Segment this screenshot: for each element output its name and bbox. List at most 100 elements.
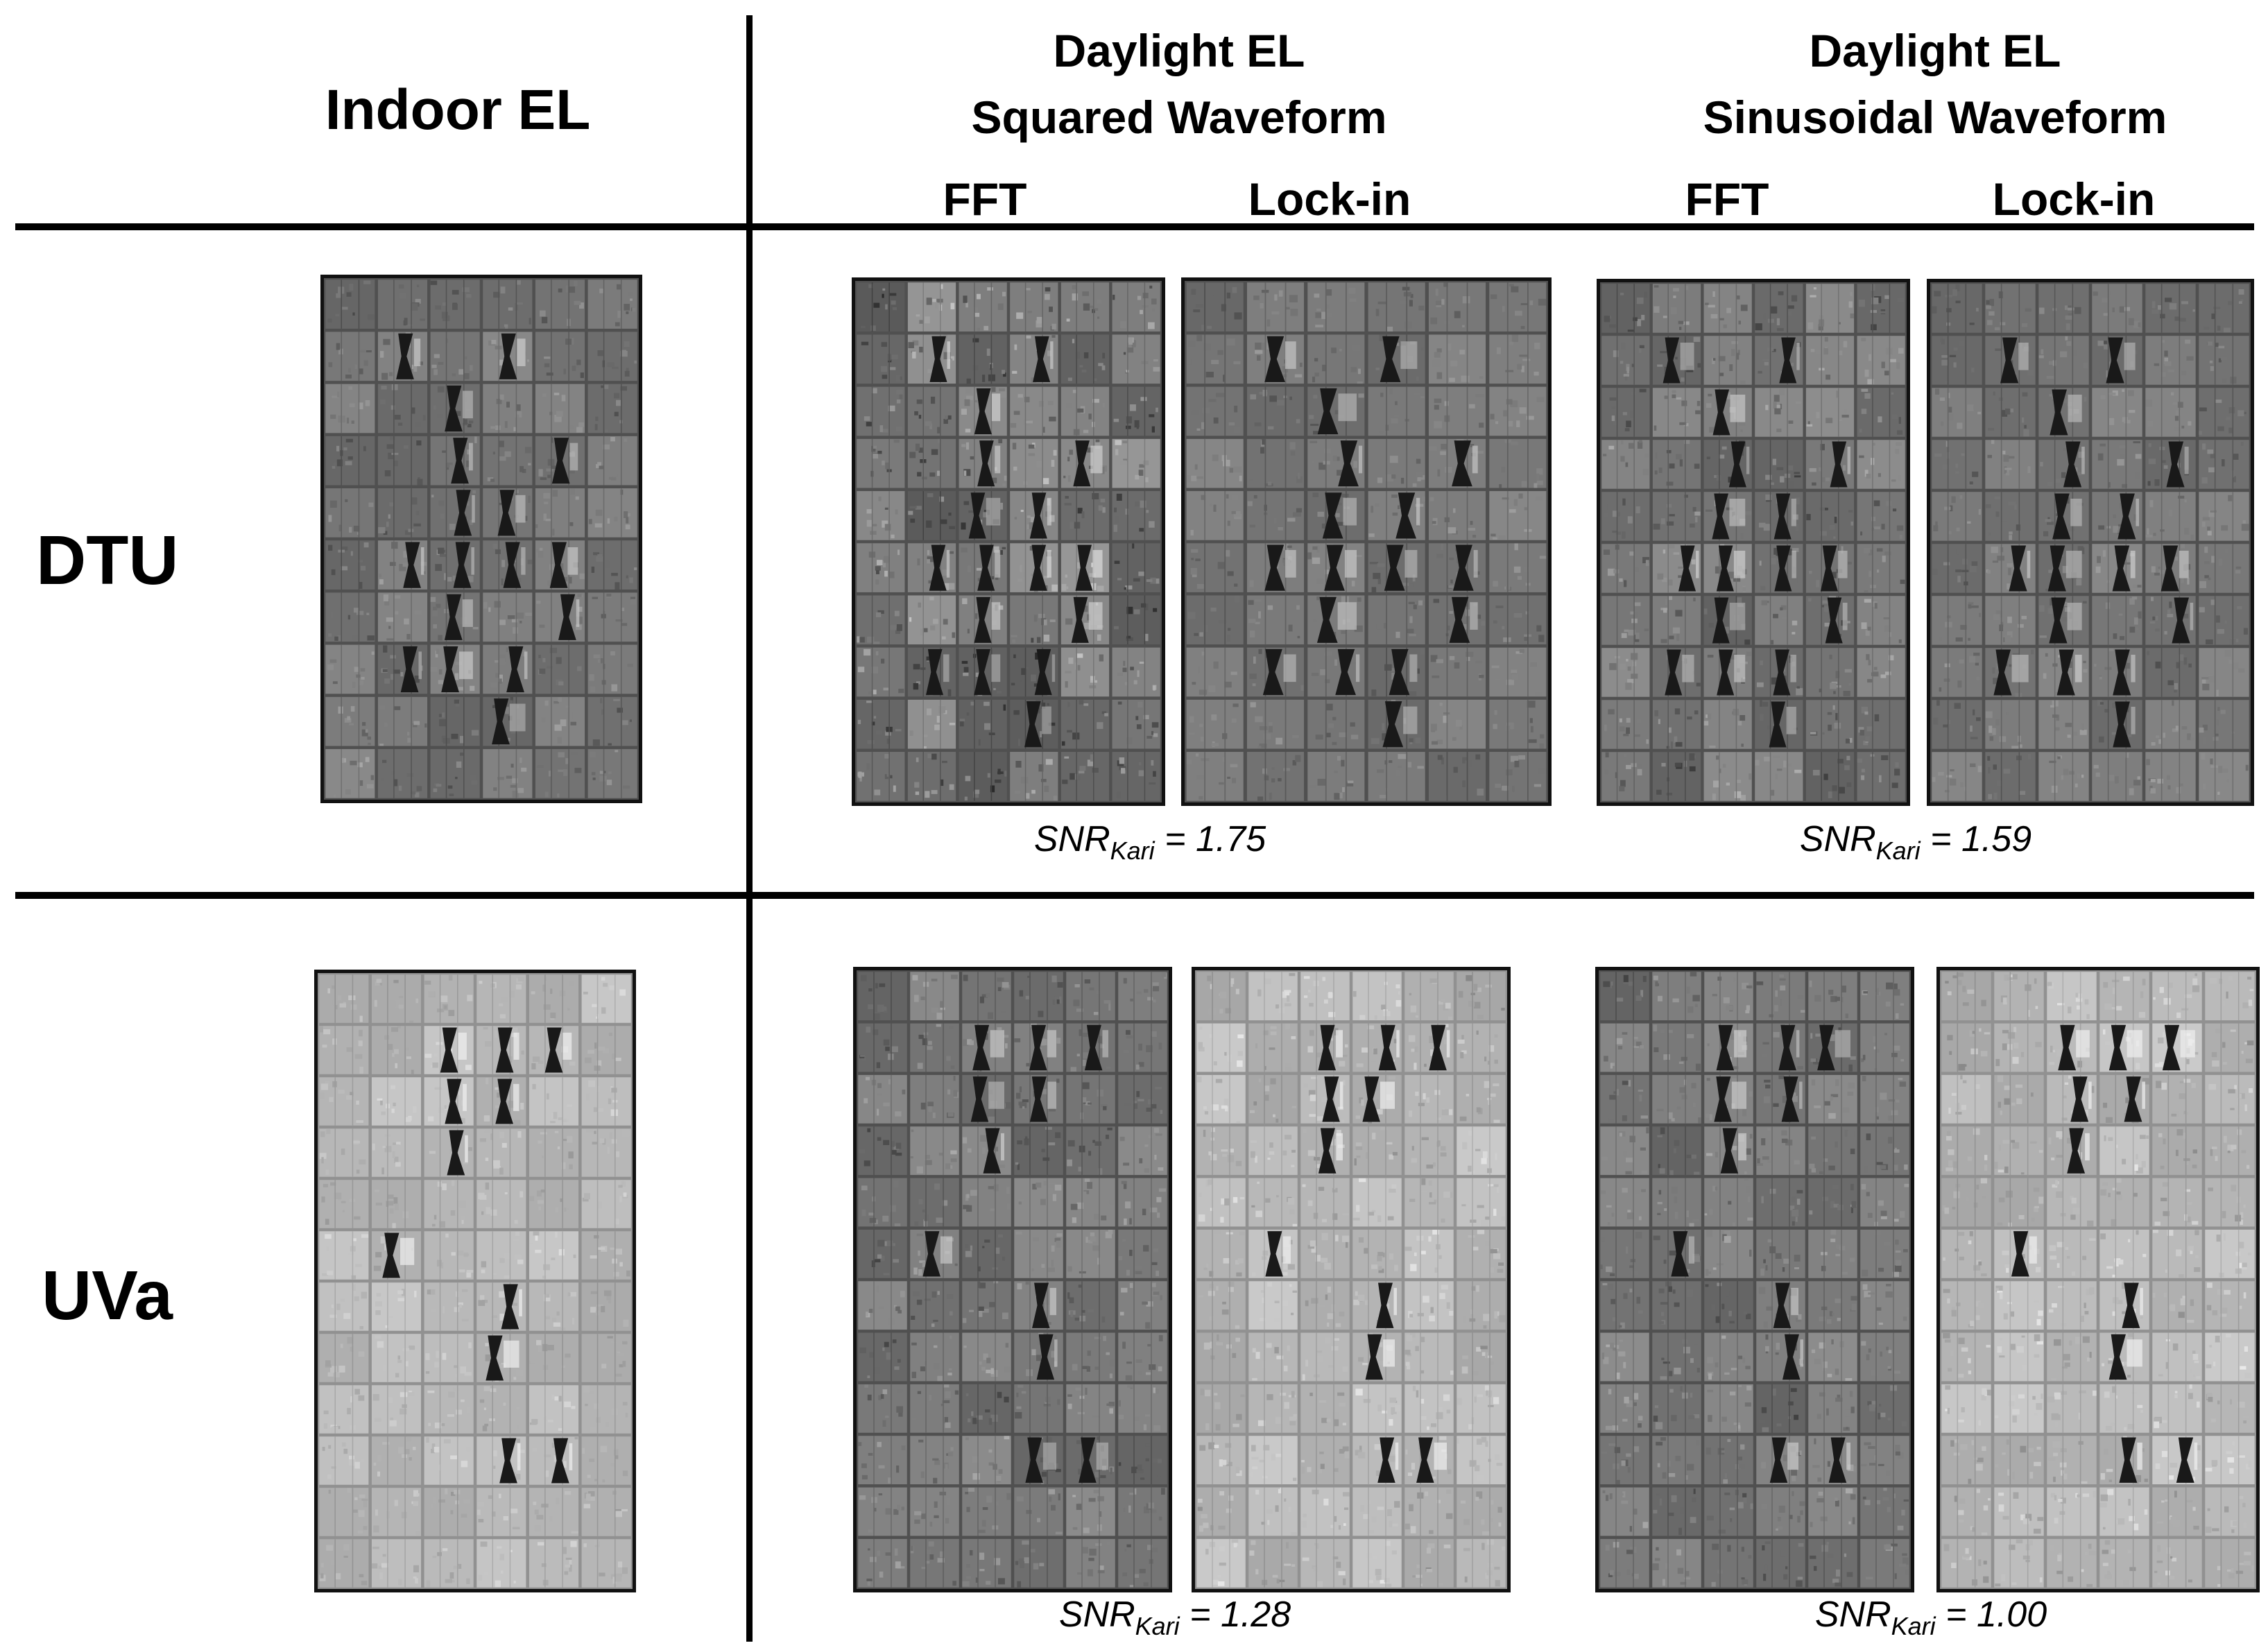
crack-defect — [1075, 544, 1093, 591]
solar-cell — [858, 1384, 907, 1433]
solar-cell — [581, 1128, 631, 1177]
crack-defect — [1322, 492, 1343, 539]
solar-cell — [483, 384, 533, 433]
header-daylight-square-line2: Squared Waveform — [971, 92, 1387, 143]
crack-defect — [1717, 649, 1735, 696]
solar-cell — [1112, 647, 1160, 697]
solar-cell — [1704, 1023, 1753, 1072]
solar-cell — [1600, 1126, 1649, 1176]
crack-defect — [1365, 1334, 1384, 1380]
solar-cell — [2152, 1023, 2202, 1072]
crack-defect — [2067, 1128, 2086, 1174]
solar-cell — [2038, 596, 2089, 645]
crack-defect — [2000, 337, 2019, 384]
solar-cell — [857, 647, 905, 697]
solar-cell — [1994, 1229, 2044, 1278]
solar-cell — [1652, 544, 1701, 593]
solar-cell — [1300, 1023, 1350, 1072]
solar-cell — [1652, 596, 1701, 645]
solar-cell — [1428, 595, 1486, 645]
module-image — [1930, 282, 2251, 802]
crack-defect — [974, 648, 992, 696]
solar-cell — [962, 1332, 1011, 1382]
solar-cell — [1307, 752, 1365, 801]
solar-cell — [1703, 700, 1752, 749]
crack-defect — [922, 1231, 940, 1277]
solar-cell — [2152, 1332, 2202, 1382]
solar-cell — [962, 1126, 1011, 1176]
solar-cell — [1010, 334, 1058, 384]
solar-cell — [1601, 388, 1650, 437]
solar-cell — [1060, 282, 1110, 332]
solar-cell — [2092, 492, 2142, 541]
solar-cell — [858, 1074, 907, 1124]
solar-cell — [1428, 282, 1486, 332]
solar-cell — [1703, 336, 1752, 385]
solar-cell — [907, 491, 956, 540]
solar-cell — [1601, 440, 1650, 489]
solar-cell — [1755, 752, 1803, 801]
solar-cell — [962, 972, 1011, 1021]
solar-cell — [1246, 386, 1305, 436]
solar-cell — [2099, 1487, 2149, 1536]
solar-cell — [1994, 1281, 2044, 1330]
solar-cell — [2099, 1538, 2149, 1588]
solar-cell — [2099, 1126, 2149, 1176]
solar-cell — [1060, 752, 1110, 801]
solar-cell — [371, 974, 422, 1023]
solar-cell — [1352, 972, 1402, 1021]
solar-cell — [1246, 282, 1305, 332]
dtu-sine-fft-image — [1597, 279, 1910, 806]
solar-cell — [2038, 284, 2089, 333]
solar-cell — [1307, 491, 1365, 540]
solar-cell — [1932, 752, 1982, 801]
module-image — [1600, 282, 1907, 802]
solar-cell — [907, 595, 956, 645]
crack-defect — [2106, 337, 2124, 384]
solar-cell — [1118, 1281, 1167, 1330]
crack-defect — [403, 542, 421, 588]
solar-cell — [1805, 284, 1855, 333]
solar-cell — [2145, 544, 2196, 593]
solar-cell — [1066, 1384, 1115, 1433]
solar-cell — [529, 1282, 579, 1331]
crack-defect — [396, 333, 414, 379]
solar-cell — [1703, 492, 1752, 541]
solar-cell — [1652, 1332, 1701, 1382]
crack-defect — [453, 542, 472, 588]
solar-cell — [1118, 1538, 1167, 1588]
header-sine-fft: FFT — [1685, 173, 1769, 225]
solar-cell — [959, 543, 1007, 592]
solar-cell — [1860, 1229, 1909, 1278]
solar-cell — [1300, 1384, 1350, 1433]
solar-cell — [535, 540, 585, 590]
solar-cell — [1112, 438, 1160, 488]
solar-cell — [910, 972, 959, 1021]
crack-defect — [1378, 1024, 1397, 1071]
solar-cell — [1196, 1538, 1246, 1588]
crack-defect — [2063, 441, 2082, 488]
solar-cell — [1860, 1178, 1909, 1227]
solar-cell — [1601, 700, 1650, 749]
solar-cell — [587, 332, 637, 381]
solar-cell — [1857, 388, 1905, 437]
solar-cell — [1118, 1332, 1167, 1382]
solar-cell — [1066, 1074, 1115, 1124]
solar-cell — [581, 1385, 631, 1434]
crack-defect — [506, 646, 524, 693]
solar-cell — [1600, 1281, 1649, 1330]
solar-cell — [1489, 543, 1547, 592]
header-daylight-sine-line1: Daylight EL — [1809, 25, 2061, 76]
solar-cell — [858, 1023, 907, 1072]
solar-cell — [1404, 972, 1454, 1021]
snr-symbol: SNR — [1799, 819, 1876, 859]
crack-defect — [2050, 389, 2068, 436]
module-image — [1599, 970, 1911, 1589]
solar-cell — [325, 644, 375, 694]
solar-cell — [1457, 1023, 1506, 1072]
solar-cell — [1246, 752, 1305, 801]
solar-cell — [1756, 1538, 1805, 1588]
crack-defect — [1769, 701, 1787, 748]
snr-subscript: Kari — [1135, 1612, 1180, 1640]
solar-cell — [483, 592, 533, 642]
